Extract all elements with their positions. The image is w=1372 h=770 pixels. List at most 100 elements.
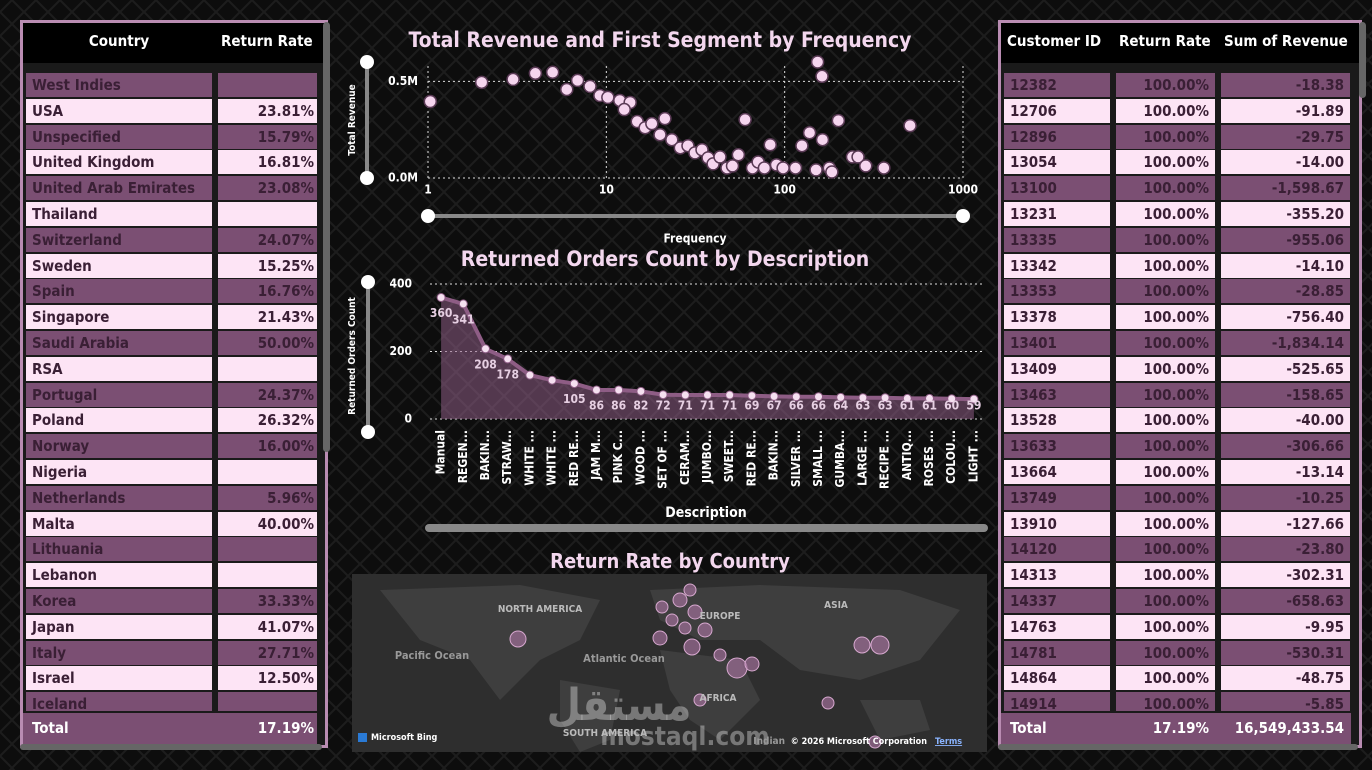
map-bubbles xyxy=(509,583,890,749)
table-cell-bg xyxy=(1221,124,1350,149)
slider-handle[interactable] xyxy=(361,275,375,289)
table-cell-bg xyxy=(26,563,212,588)
point xyxy=(725,390,735,400)
data-label: 64 xyxy=(833,399,849,413)
table-cell-bg xyxy=(1004,382,1110,407)
slider-handle[interactable] xyxy=(421,209,435,223)
slider-handle[interactable] xyxy=(956,209,970,223)
table-cell: 13054 xyxy=(1010,153,1057,172)
table-cell-bg xyxy=(1116,589,1215,613)
table-cell: 14313 xyxy=(1010,566,1057,585)
x-tick-label: GUMBA... xyxy=(833,430,847,487)
table-cell: 100.00% xyxy=(1143,617,1209,636)
table-cell-bg xyxy=(218,537,317,562)
table-cell-bg xyxy=(1116,176,1215,201)
point xyxy=(503,354,513,364)
table-cell: -1,598.67 xyxy=(1271,179,1344,198)
watermark: مستقل xyxy=(547,680,692,731)
table-cell: 16.81% xyxy=(257,153,314,172)
point xyxy=(902,393,912,403)
table-cell: 12706 xyxy=(1010,101,1057,120)
y-tick-label: 0.5M xyxy=(388,74,418,88)
point xyxy=(528,66,543,81)
table-cell: 100.00% xyxy=(1143,256,1209,275)
scrollbar[interactable] xyxy=(1359,22,1366,98)
table-cell: 100.00% xyxy=(1143,334,1209,352)
table-cell: 100.00% xyxy=(1143,127,1209,146)
data-label: 63 xyxy=(855,399,870,413)
point xyxy=(506,72,520,87)
point xyxy=(809,163,823,177)
slider-handle[interactable] xyxy=(360,55,374,69)
point xyxy=(592,385,601,395)
table-cell-bg xyxy=(218,511,317,536)
table-cell: 13409 xyxy=(1010,359,1057,378)
table-cell-bg xyxy=(1004,511,1110,536)
point xyxy=(738,112,752,127)
table-cell-bg xyxy=(26,408,212,433)
table-cell-bg xyxy=(1004,589,1110,613)
table-cell-bg xyxy=(218,640,317,665)
table-cell: -355.20 xyxy=(1286,205,1344,223)
table-cell-bg xyxy=(1004,227,1110,252)
table-cell: 13342 xyxy=(1010,256,1057,275)
table-cell: RSA xyxy=(32,359,63,378)
table-cell-bg xyxy=(1221,408,1350,433)
x-tick-label: COLOU... xyxy=(944,430,958,484)
table-cell: -23.80 xyxy=(1295,540,1344,559)
table-cell-bg xyxy=(26,485,212,510)
table-cell: 13100 xyxy=(1010,179,1057,198)
table-cell: -18.38 xyxy=(1295,76,1344,94)
table-cell: 100.00% xyxy=(1143,230,1209,249)
table-cell-bg xyxy=(1116,356,1215,381)
point xyxy=(658,390,668,400)
x-tick-label: BAKIN... xyxy=(767,430,781,480)
table-cell: Netherlands xyxy=(32,488,126,507)
scrollbar[interactable] xyxy=(998,744,1358,750)
table-cell-bg xyxy=(26,150,212,175)
data-label: 105 xyxy=(563,392,586,406)
table-cell: USA xyxy=(32,101,64,120)
table-cell-bg xyxy=(1116,202,1215,226)
table-cell-bg xyxy=(1116,408,1215,433)
slider-handle[interactable] xyxy=(360,171,374,185)
table-cell: 100.00% xyxy=(1143,205,1209,223)
table-cell-bg xyxy=(1116,253,1215,278)
point xyxy=(836,392,846,402)
table-cell: 13528 xyxy=(1010,411,1057,430)
point xyxy=(665,132,679,147)
table-cell-bg xyxy=(1004,98,1110,123)
table-cell: -10.25 xyxy=(1295,488,1344,507)
table-cell-bg xyxy=(218,563,317,588)
table-cell-bg xyxy=(1116,485,1215,510)
table-cell: 23.08% xyxy=(257,179,314,198)
table-cell: Israel xyxy=(32,669,75,688)
table-cell: 15.79% xyxy=(257,127,314,146)
slider-handle[interactable] xyxy=(361,425,375,439)
point xyxy=(802,126,817,140)
table-cell-bg xyxy=(1116,382,1215,407)
x-tick-label: SMALL ... xyxy=(811,430,825,487)
table-cell-bg xyxy=(1221,382,1350,407)
table-cell-bg xyxy=(218,692,317,711)
table-cell: Lebanon xyxy=(32,566,98,585)
table-cell: -40.00 xyxy=(1295,411,1344,430)
point xyxy=(583,79,597,94)
table-cell-bg xyxy=(218,227,317,252)
scrollbar[interactable] xyxy=(20,744,322,750)
scrollbar[interactable] xyxy=(323,22,330,452)
table-cell-bg xyxy=(1004,408,1110,433)
table-cell-bg xyxy=(26,614,212,639)
x-tick-label: STRAW... xyxy=(500,430,514,485)
table-cell: 24.37% xyxy=(257,385,314,404)
map-terms[interactable]: Terms xyxy=(935,737,962,747)
data-label: 63 xyxy=(878,399,893,413)
table-cell-bg xyxy=(26,640,212,665)
scrollbar[interactable] xyxy=(425,524,988,532)
brand-logo xyxy=(358,733,367,742)
table-cell-bg xyxy=(26,511,212,536)
table-cell-bg xyxy=(1221,150,1350,175)
table-cell-bg xyxy=(218,305,317,330)
x-tick-label: WOOD ... xyxy=(633,430,647,485)
point xyxy=(569,379,579,389)
